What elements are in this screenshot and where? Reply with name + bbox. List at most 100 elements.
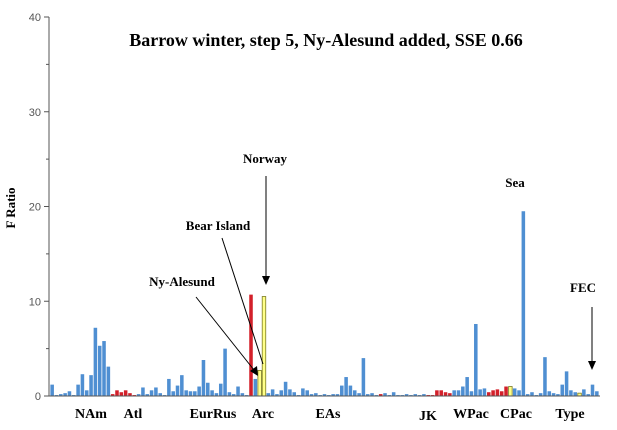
bar-17 xyxy=(123,390,128,396)
bar-59 xyxy=(305,390,309,396)
bar-123 xyxy=(582,389,586,396)
bar-126 xyxy=(595,391,599,396)
arrow-ny-alesund-line xyxy=(195,296,255,371)
bar-51 xyxy=(270,389,275,396)
annotation-ny-alesund: Ny-Alesund xyxy=(149,274,216,289)
bar-91 xyxy=(443,392,448,396)
bar-72 xyxy=(361,358,366,396)
bar-29 xyxy=(175,385,180,396)
y-tick-label: 0 xyxy=(35,391,41,403)
bar-6 xyxy=(76,384,80,396)
bar-71 xyxy=(357,393,361,396)
bar-68 xyxy=(344,377,348,396)
bar-116 xyxy=(551,393,556,396)
bar-86 xyxy=(422,394,426,396)
annotation-fec: FEC xyxy=(570,280,596,295)
bar-93 xyxy=(452,390,456,396)
bar-38 xyxy=(214,393,219,396)
chart-title: Barrow winter, step 5, Ny-Alesund added,… xyxy=(129,30,523,50)
bar-102 xyxy=(491,390,495,396)
bar-90 xyxy=(439,390,443,396)
bar-74 xyxy=(370,393,374,396)
bar-119 xyxy=(564,371,569,396)
bar-92 xyxy=(448,393,452,396)
bar-94 xyxy=(456,390,461,396)
bar-111 xyxy=(530,392,534,396)
bar-27 xyxy=(167,378,171,396)
bar-18 xyxy=(128,393,132,396)
bar-109 xyxy=(521,211,526,396)
bar-76 xyxy=(378,394,383,396)
bar-33 xyxy=(193,391,197,396)
annotations: Norway Bear Island Ny-Alesund Sea FEC xyxy=(149,151,596,376)
bar-34 xyxy=(197,386,201,396)
group-label-nam: NAm xyxy=(75,407,107,422)
group-label-arc: Arc xyxy=(252,407,274,422)
group-labels: NAm Atl EurRus Arc EAs JK WPac CPac Type xyxy=(75,407,585,424)
bar-42 xyxy=(231,394,236,396)
bar-125 xyxy=(590,384,595,396)
bar-69 xyxy=(348,385,353,396)
group-label-jk: JK xyxy=(419,409,437,424)
bar-22 xyxy=(145,394,150,396)
bar-43 xyxy=(236,386,240,396)
bar-41 xyxy=(227,392,232,396)
bar-101 xyxy=(487,392,491,396)
bar-24 xyxy=(154,387,158,396)
bar-104 xyxy=(499,391,504,396)
bar-118 xyxy=(560,384,565,396)
y-tick-label: 30 xyxy=(29,107,41,119)
bar-110 xyxy=(525,394,530,396)
bar-28 xyxy=(171,391,175,396)
bar-107 xyxy=(512,388,517,396)
arrow-ny-alesund-head xyxy=(250,366,258,376)
bar-52 xyxy=(275,394,279,396)
bar-25 xyxy=(158,393,162,396)
bars xyxy=(50,211,599,397)
bar-23 xyxy=(149,390,154,396)
bar-98 xyxy=(474,323,478,396)
bar-108 xyxy=(517,390,521,396)
bar-56 xyxy=(292,392,297,396)
axes xyxy=(48,17,600,397)
bar-49 xyxy=(261,296,267,397)
bar-10 xyxy=(93,327,98,396)
arrow-fec-head xyxy=(588,361,596,370)
bar-89 xyxy=(435,390,439,396)
bar-21 xyxy=(141,387,145,396)
bar-16 xyxy=(119,392,124,396)
bar-50 xyxy=(266,393,271,396)
bar-48 xyxy=(257,370,262,397)
bar-37 xyxy=(210,390,214,396)
bar-54 xyxy=(283,381,288,396)
bar-67 xyxy=(340,385,344,396)
bar-95 xyxy=(461,386,465,396)
bar-32 xyxy=(188,391,193,396)
bar-120 xyxy=(569,390,573,396)
arrow-bear-island-line xyxy=(221,237,264,365)
bar-47 xyxy=(253,378,258,396)
bar-58 xyxy=(301,388,305,396)
bar-66 xyxy=(335,394,340,396)
bar-8 xyxy=(84,390,89,396)
bar-55 xyxy=(288,389,292,396)
bar-12 xyxy=(102,341,106,396)
bar-3 xyxy=(63,393,67,396)
bar-103 xyxy=(495,389,500,396)
bar-106 xyxy=(508,386,513,397)
bar-70 xyxy=(352,390,357,396)
bar-35 xyxy=(201,360,206,396)
y-tick-label: 20 xyxy=(29,202,41,214)
bar-99 xyxy=(478,389,482,396)
bar-31 xyxy=(184,390,188,396)
bar-100 xyxy=(482,388,487,396)
bar-73 xyxy=(365,394,370,396)
bar-36 xyxy=(206,382,210,396)
y-axis-label: F Ratio xyxy=(3,187,18,228)
group-label-cpac: CPac xyxy=(500,407,532,422)
bar-14 xyxy=(110,394,115,396)
group-label-wpac: WPac xyxy=(453,407,489,422)
bar-53 xyxy=(279,390,284,396)
y-tick-label: 10 xyxy=(29,296,41,308)
